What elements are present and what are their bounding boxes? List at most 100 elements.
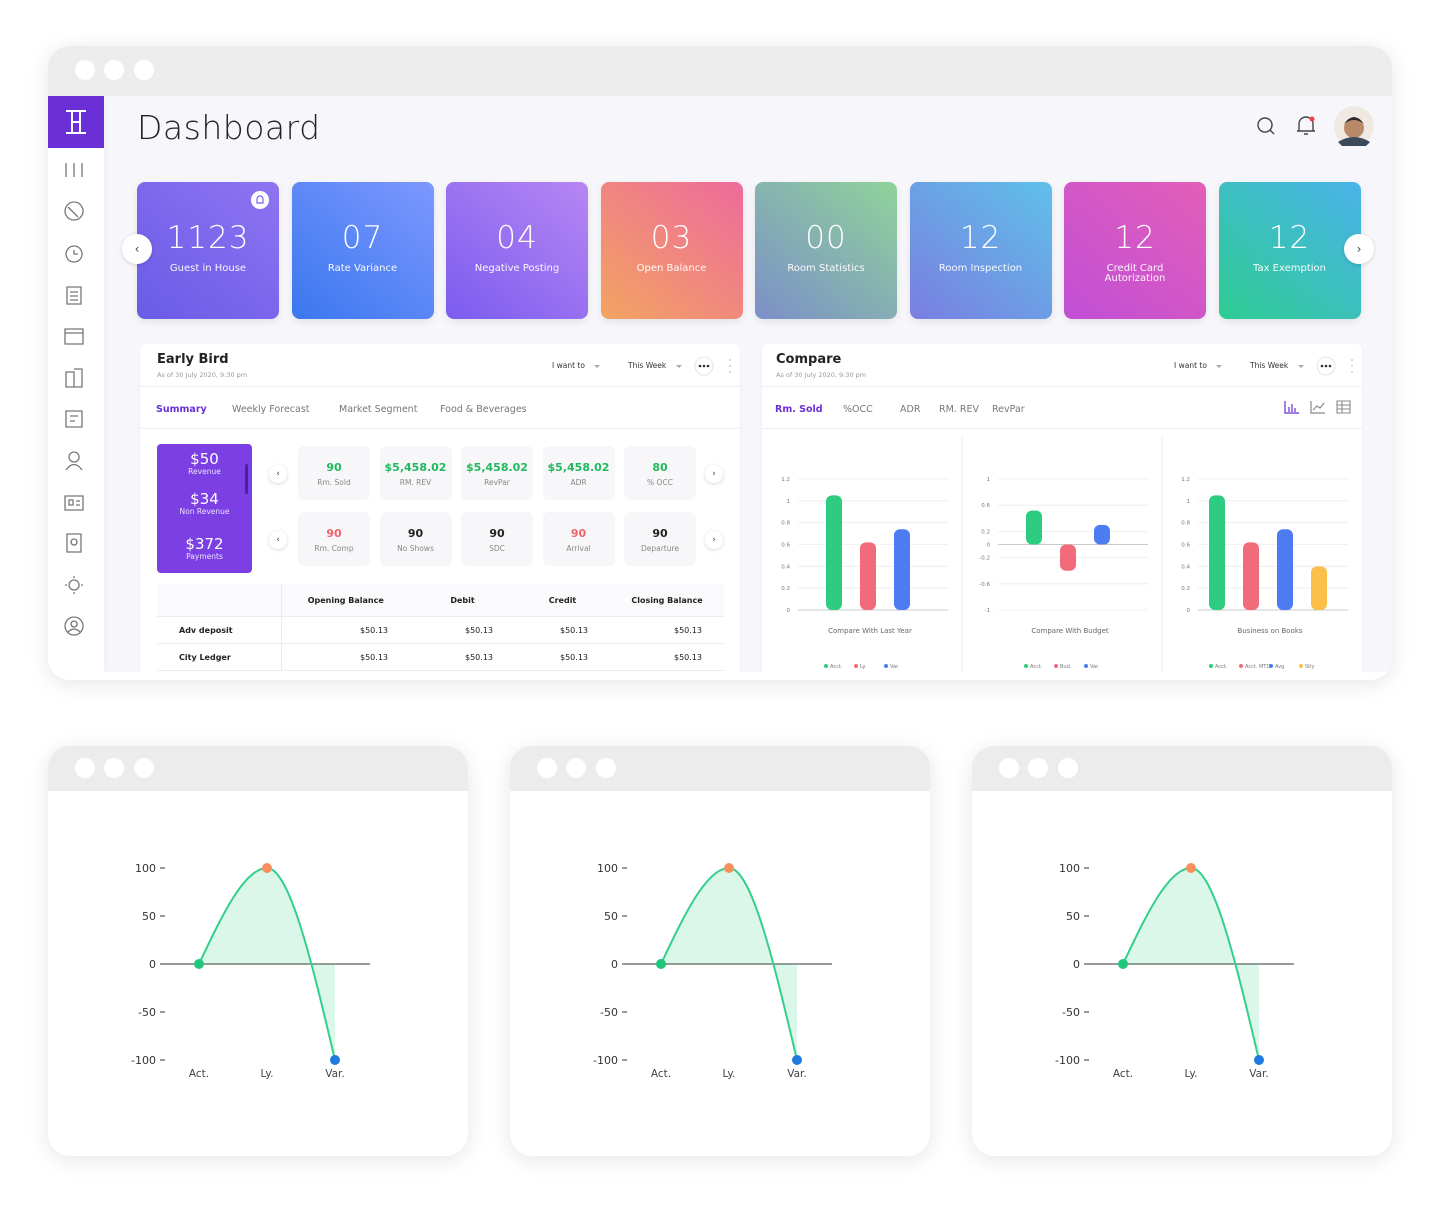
- point: [262, 863, 272, 873]
- card-alert: [251, 191, 269, 209]
- more-button[interactable]: [694, 356, 714, 376]
- tab[interactable]: RevPar: [992, 404, 1025, 415]
- legend-swatch: [1299, 664, 1303, 668]
- tab[interactable]: %OCC: [843, 404, 873, 415]
- stat-value: 90: [489, 527, 505, 540]
- stat-card[interactable]: 12 Tax Exemption: [1218, 182, 1361, 319]
- row-next[interactable]: ›: [705, 531, 723, 549]
- logo-glyph: [66, 110, 86, 134]
- x-tick-label: Ly.: [1185, 1068, 1198, 1080]
- y-tick-label: 0.4: [781, 564, 790, 570]
- card-value: 12: [959, 220, 1002, 256]
- window-dot: [1058, 758, 1078, 778]
- sidebar: [48, 96, 104, 672]
- period-select[interactable]: This Week: [1250, 361, 1289, 370]
- balance-table: Opening Balance Debit Credit Closing Balanc…: [157, 584, 724, 671]
- stat-card[interactable]: 12 Room Inspection: [909, 182, 1052, 319]
- action-menu[interactable]: I want to: [552, 361, 585, 370]
- column-header: Closing Balance: [610, 584, 724, 617]
- divider: [140, 428, 740, 429]
- card-label: Open Balance: [636, 263, 707, 274]
- y-tick-label: 1: [987, 477, 991, 483]
- bar-view[interactable]: [1284, 401, 1299, 414]
- icon-shape: [65, 163, 83, 177]
- card-value: 03: [650, 220, 693, 256]
- tab[interactable]: Weekly Forecast: [232, 404, 310, 415]
- stat-card[interactable]: 1123 Guest in House: [137, 182, 279, 319]
- avatar[interactable]: [1334, 106, 1374, 146]
- cell-value: $50.13: [610, 616, 724, 644]
- icon-shape: [65, 576, 83, 594]
- more-dot: [706, 364, 710, 368]
- tab[interactable]: Market Segment: [339, 404, 418, 415]
- stat-cell: 90 SDC: [461, 512, 533, 566]
- legend-label: Avg: [1275, 664, 1284, 670]
- stat-label: SDC: [489, 544, 505, 553]
- stat-label: Arrival: [566, 544, 591, 553]
- notification-button[interactable]: [1297, 116, 1315, 135]
- y-tick-label: 0.6: [781, 543, 790, 549]
- nav-icon[interactable]: [66, 286, 82, 305]
- tab[interactable]: Summary: [156, 404, 207, 415]
- line-view[interactable]: [1310, 401, 1325, 414]
- control-icons: [1216, 356, 1353, 376]
- row-prev[interactable]: ‹: [269, 465, 287, 483]
- stat-card[interactable]: 00 Room Statistics: [755, 182, 897, 319]
- total-value: $50: [190, 450, 219, 468]
- nav-icon[interactable]: [65, 163, 83, 177]
- stat-card[interactable]: 03 Open Balance: [600, 182, 743, 319]
- tab[interactable]: Rm. Sold: [775, 404, 823, 415]
- stat-value: 90: [407, 527, 424, 540]
- caret: [594, 365, 600, 368]
- nav-icon[interactable]: [64, 495, 84, 511]
- stat-cell: $5,458.02 RevPar: [461, 446, 533, 500]
- nav-icon[interactable]: [65, 368, 83, 388]
- legend-swatch: [1239, 664, 1243, 668]
- x-tick-label: Var.: [787, 1068, 807, 1080]
- table-view[interactable]: [1336, 400, 1351, 414]
- carousel-next[interactable]: ›: [1344, 234, 1374, 264]
- stat-label: Departure: [640, 544, 680, 553]
- row-prev[interactable]: ‹: [269, 531, 287, 549]
- nav-icon[interactable]: [65, 410, 83, 428]
- y-tick-label: 1.2: [781, 477, 790, 483]
- stat-card[interactable]: 12 Credit Card Autorization: [1064, 182, 1206, 319]
- nav-icon[interactable]: [65, 451, 83, 471]
- browser-window: 100 50 0 -50 -100 Act. Ly. Var.: [510, 746, 930, 1156]
- tab[interactable]: RM. REV: [939, 404, 979, 415]
- x-tick-label: Var.: [325, 1068, 345, 1080]
- period-select[interactable]: This Week: [628, 361, 667, 370]
- card-value: 07: [341, 220, 384, 256]
- header-row: Opening Balance Debit Credit Closing Balanc…: [157, 584, 724, 617]
- nav-icon[interactable]: [66, 533, 82, 553]
- bar: [860, 542, 876, 610]
- y-tick-label: 0.6: [981, 503, 990, 509]
- stat-card[interactable]: 04 Negative Posting: [446, 182, 588, 319]
- row-next[interactable]: ›: [705, 465, 723, 483]
- column-header: Opening Balance: [281, 584, 410, 617]
- window-dot: [134, 758, 154, 778]
- stat-card[interactable]: 07 Rate Variance: [291, 182, 434, 319]
- carousel-prev[interactable]: ‹: [122, 234, 152, 264]
- nav-icon[interactable]: [65, 245, 83, 263]
- more-dot: [1324, 364, 1328, 368]
- card-label: Negative Posting: [474, 263, 560, 274]
- more-button[interactable]: [1316, 356, 1336, 376]
- x-tick-label: Var.: [1249, 1068, 1269, 1080]
- y-tick-label: -100: [593, 1054, 618, 1067]
- nav-icon[interactable]: [64, 616, 84, 636]
- cell-value: $50.13: [610, 643, 724, 671]
- icon-shape: [65, 410, 83, 428]
- y-tick-label: -50: [138, 1006, 156, 1019]
- search-button[interactable]: [1257, 117, 1275, 135]
- legend-swatch: [884, 664, 888, 668]
- cell-value: $50.13: [281, 616, 410, 644]
- action-menu[interactable]: I want to: [1174, 361, 1207, 370]
- nav-icon[interactable]: [64, 201, 84, 221]
- y-tick-label: 0.2: [781, 586, 790, 592]
- tab[interactable]: Food & Beverages: [440, 404, 527, 415]
- stat-cell: $5,458.02 ADR: [542, 446, 615, 500]
- tab[interactable]: ADR: [900, 404, 921, 415]
- nav-icon[interactable]: [65, 576, 83, 594]
- nav-icon[interactable]: [64, 328, 84, 345]
